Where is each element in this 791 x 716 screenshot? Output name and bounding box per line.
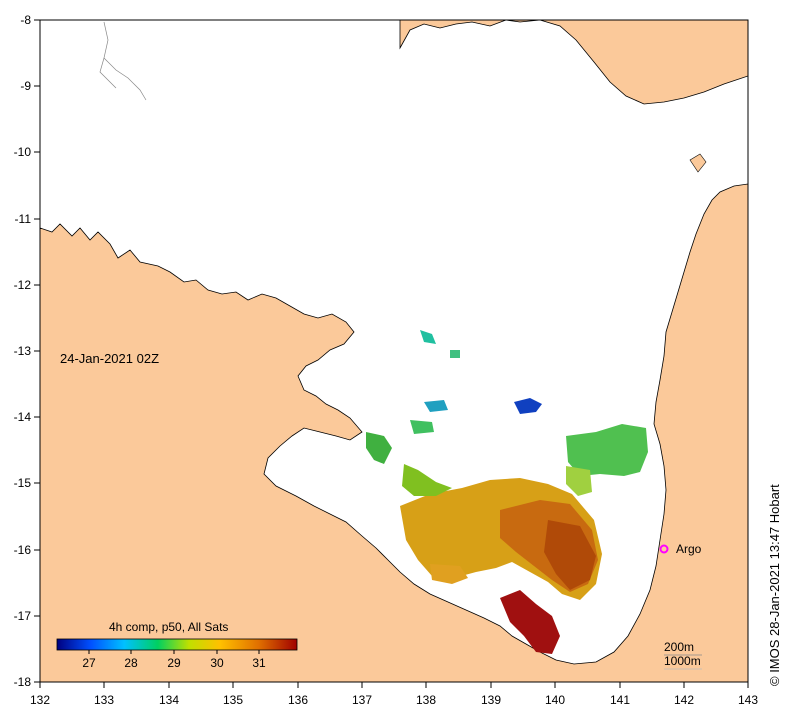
- x-tick-label: 138: [416, 693, 436, 707]
- contour-1000m-label: 1000m: [664, 654, 701, 668]
- colorbar-legend: 4h comp, p50, All Sats 27 28 29 30 31: [56, 620, 298, 670]
- y-tick-label: -14: [14, 410, 32, 424]
- x-tick-label: 142: [674, 693, 694, 707]
- x-tick-label: 140: [545, 693, 565, 707]
- x-tick-label: 133: [94, 693, 114, 707]
- contour-200m-label: 200m: [664, 640, 694, 654]
- sst-data: [366, 330, 648, 654]
- x-tick-label: 137: [352, 693, 372, 707]
- x-tick-label: 141: [610, 693, 630, 707]
- credit-text: © IMOS 28-Jan-2021 13:47 Hobart: [767, 484, 782, 686]
- x-axis: 132 133 134 135 136 137 138 139 140 141 …: [30, 682, 758, 707]
- colorbar-tick: 31: [252, 656, 266, 670]
- y-tick-label: -10: [14, 145, 32, 159]
- y-tick-label: -15: [14, 476, 32, 490]
- colorbar-title: 4h comp, p50, All Sats: [109, 620, 228, 634]
- x-tick-label: 136: [288, 693, 308, 707]
- argo-marker[interactable]: Argo: [659, 542, 702, 556]
- y-tick-label: -18: [14, 675, 32, 689]
- colorbar: [56, 638, 298, 651]
- date-label: 24-Jan-2021 02Z: [60, 351, 159, 366]
- argo-label: Argo: [676, 542, 702, 556]
- y-tick-label: -13: [14, 344, 32, 358]
- colorbar-tick: 28: [124, 656, 138, 670]
- scale-legend: 200m 1000m: [664, 640, 702, 670]
- x-tick-label: 134: [159, 693, 179, 707]
- colorbar-tick: 29: [167, 656, 181, 670]
- y-tick-label: -9: [20, 79, 31, 93]
- y-tick-label: -8: [20, 13, 31, 27]
- y-tick-label: -16: [14, 543, 32, 557]
- island-coast: [689, 153, 707, 173]
- land-north: [399, 20, 748, 105]
- land-west: [40, 183, 748, 682]
- argo-marker-icon: [659, 544, 669, 554]
- y-tick-label: -17: [14, 609, 32, 623]
- y-tick-label: -11: [15, 212, 32, 226]
- x-tick-label: 132: [30, 693, 50, 707]
- y-axis: -8 -9 -10 -11 -12 -13 -14 -15 -16 -17 -1…: [14, 13, 40, 689]
- river-line: [99, 21, 147, 101]
- colorbar-tick: 30: [210, 656, 224, 670]
- colorbar-tick: 27: [82, 656, 96, 670]
- x-tick-label: 143: [738, 693, 758, 707]
- x-tick-label: 139: [481, 693, 501, 707]
- x-tick-label: 135: [223, 693, 243, 707]
- y-tick-label: -12: [14, 278, 32, 292]
